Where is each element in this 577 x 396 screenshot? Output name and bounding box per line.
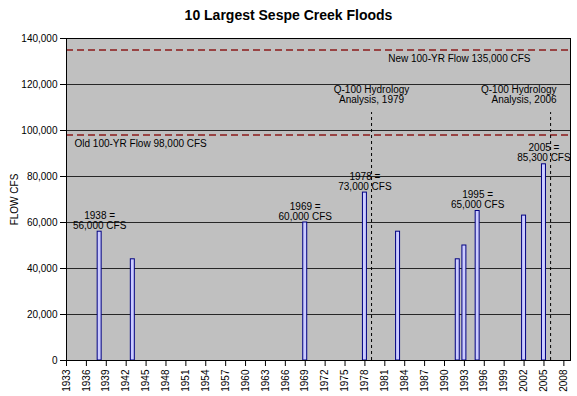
svg-text:1933: 1933 [61, 369, 72, 392]
html-text:10 Largest Sespe Creek Floods: 10 Largest Sespe Creek Floods [184, 7, 393, 23]
svg-text:1999: 1999 [498, 369, 509, 392]
svg-text:0: 0 [52, 355, 58, 366]
svg-text:1993: 1993 [459, 369, 470, 392]
svg-text:1960: 1960 [240, 369, 251, 392]
svg-text:1978: 1978 [359, 369, 370, 392]
svg-text:1954: 1954 [200, 369, 211, 392]
svg-text:New 100-YR Flow 135,000 CFS: New 100-YR Flow 135,000 CFS [388, 53, 531, 64]
svg-text:2002: 2002 [518, 369, 529, 392]
svg-text:80,000: 80,000 [27, 171, 58, 182]
svg-text:FLOW CFS: FLOW CFS [9, 173, 20, 225]
svg-text:1969: 1969 [299, 369, 310, 392]
svg-text:1939: 1939 [100, 369, 111, 392]
svg-text:1951: 1951 [180, 369, 191, 392]
svg-text:1966: 1966 [280, 369, 291, 392]
svg-text:1948: 1948 [160, 369, 171, 392]
svg-text:1969 =60,000 CFS: 1969 =60,000 CFS [279, 201, 333, 222]
svg-text:100,000: 100,000 [21, 125, 58, 136]
svg-text:1981: 1981 [379, 369, 390, 392]
svg-text:2005 =85,300 CFS: 2005 =85,300 CFS [517, 142, 571, 163]
svg-text:1936: 1936 [81, 369, 92, 392]
svg-text:1972: 1972 [319, 369, 330, 392]
svg-text:1990: 1990 [439, 369, 450, 392]
svg-text:1957: 1957 [220, 369, 231, 392]
svg-text:20,000: 20,000 [27, 309, 58, 320]
svg-text:60,000: 60,000 [27, 217, 58, 228]
svg-text:2005: 2005 [538, 369, 549, 392]
svg-text:1942: 1942 [120, 369, 131, 392]
svg-text:120,000: 120,000 [21, 79, 58, 90]
svg-text:1995 =65,000 CFS: 1995 =65,000 CFS [451, 189, 505, 210]
svg-text:2008: 2008 [558, 369, 569, 392]
svg-text:1978 =73,000 CFS: 1978 =73,000 CFS [338, 171, 392, 192]
svg-text:Q-100 HydrologyAnalysis, 1979: Q-100 HydrologyAnalysis, 1979 [334, 84, 410, 105]
svg-text:1996: 1996 [478, 369, 489, 392]
svg-text:40,000: 40,000 [27, 263, 58, 274]
svg-text:1938 =56,000 CFS: 1938 =56,000 CFS [73, 210, 127, 231]
svg-text:140,000: 140,000 [21, 33, 58, 44]
svg-text:1984: 1984 [399, 369, 410, 392]
svg-text:Old 100-YR Flow 98,000 CFS: Old 100-YR Flow 98,000 CFS [75, 138, 208, 149]
svg-text:1945: 1945 [140, 369, 151, 392]
svg-text:Q-100 HydrologyAnalysis, 2006: Q-100 HydrologyAnalysis, 2006 [481, 84, 557, 105]
svg-text:1963: 1963 [260, 369, 271, 392]
svg-text:1975: 1975 [339, 369, 350, 392]
svg-text:1987: 1987 [419, 369, 430, 392]
